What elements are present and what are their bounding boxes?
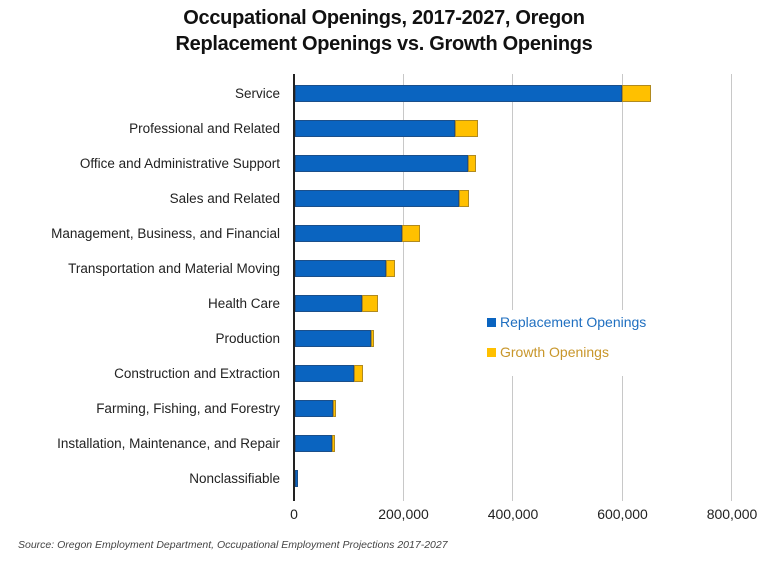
- bar-replacement: [295, 365, 355, 382]
- bar-replacement: [295, 225, 402, 242]
- category-label: Production: [215, 331, 280, 346]
- category-label: Farming, Fishing, and Forestry: [96, 401, 280, 416]
- bar-row: [295, 435, 335, 452]
- bar-row: [295, 190, 470, 207]
- chart-title: Occupational Openings, 2017-2027, Oregon…: [0, 5, 768, 57]
- category-label: Management, Business, and Financial: [51, 226, 280, 241]
- gridline: [731, 74, 732, 501]
- bar-row: [295, 155, 477, 172]
- bar-replacement: [295, 400, 333, 417]
- bar-replacement: [295, 295, 362, 312]
- bar-growth: [621, 85, 651, 102]
- legend-label-replacement: Replacement Openings: [500, 314, 647, 330]
- x-tick-label: 600,000: [597, 506, 648, 522]
- bar-row: [295, 400, 337, 417]
- bar-replacement: [295, 190, 460, 207]
- category-label: Service: [234, 86, 280, 101]
- bar-replacement: [295, 85, 622, 102]
- bar-row: [295, 260, 396, 277]
- bar-growth: [332, 435, 335, 452]
- bar-growth: [454, 120, 478, 137]
- bar-row: [295, 225, 420, 242]
- bar-growth: [385, 260, 396, 277]
- y-axis-line: [293, 74, 295, 501]
- bar-row: [295, 85, 651, 102]
- gridline: [402, 74, 404, 501]
- x-tick-label: 400,000: [487, 506, 539, 522]
- category-label: Health Care: [207, 296, 280, 311]
- bar-growth: [361, 295, 378, 312]
- bar-replacement: [295, 470, 299, 487]
- bar-growth: [332, 400, 337, 417]
- bar-row: [295, 120, 478, 137]
- category-label: Sales and Related: [169, 191, 280, 206]
- legend: Replacement Openings Growth Openings: [483, 310, 651, 376]
- bar-row: [295, 295, 378, 312]
- gridline: [621, 74, 623, 501]
- plot-area: [293, 74, 753, 501]
- category-label: Professional and Related: [129, 121, 280, 136]
- bar-replacement: [295, 435, 333, 452]
- bar-replacement: [295, 120, 455, 137]
- legend-label-growth: Growth Openings: [500, 344, 609, 360]
- category-label: Office and Administrative Support: [79, 156, 280, 171]
- chart-title-line1: Occupational Openings, 2017-2027, Oregon: [183, 7, 585, 29]
- x-tick-label: 800,000: [706, 506, 758, 522]
- chart-title-line2: Replacement Openings vs. Growth Openings: [175, 33, 593, 55]
- category-label: Installation, Maintenance, and Repair: [57, 436, 280, 451]
- legend-swatch-replacement: [487, 317, 496, 327]
- x-tick-label: 0: [290, 506, 298, 522]
- category-label: Nonclassifiable: [189, 471, 280, 486]
- bar-growth: [354, 365, 363, 382]
- bar-growth: [371, 330, 374, 347]
- bar-row: [295, 470, 299, 487]
- legend-swatch-growth: [487, 347, 496, 357]
- x-tick-label: 200,000: [378, 506, 429, 522]
- bar-replacement: [295, 260, 386, 277]
- bar-growth: [468, 155, 477, 172]
- bar-replacement: [295, 155, 468, 172]
- bar-growth: [401, 225, 420, 242]
- bar-growth: [459, 190, 470, 207]
- gridline: [512, 74, 513, 501]
- source-note: Source: Oregon Employment Department, Oc…: [18, 539, 448, 551]
- category-label: Transportation and Material Moving: [68, 261, 280, 276]
- legend-item-growth: Growth Openings: [487, 343, 646, 361]
- bar-row: [295, 365, 363, 382]
- bar-replacement: [295, 330, 372, 347]
- category-label: Construction and Extraction: [114, 366, 280, 381]
- bar-row: [295, 330, 374, 347]
- legend-item-replacement: Replacement Openings: [487, 313, 646, 331]
